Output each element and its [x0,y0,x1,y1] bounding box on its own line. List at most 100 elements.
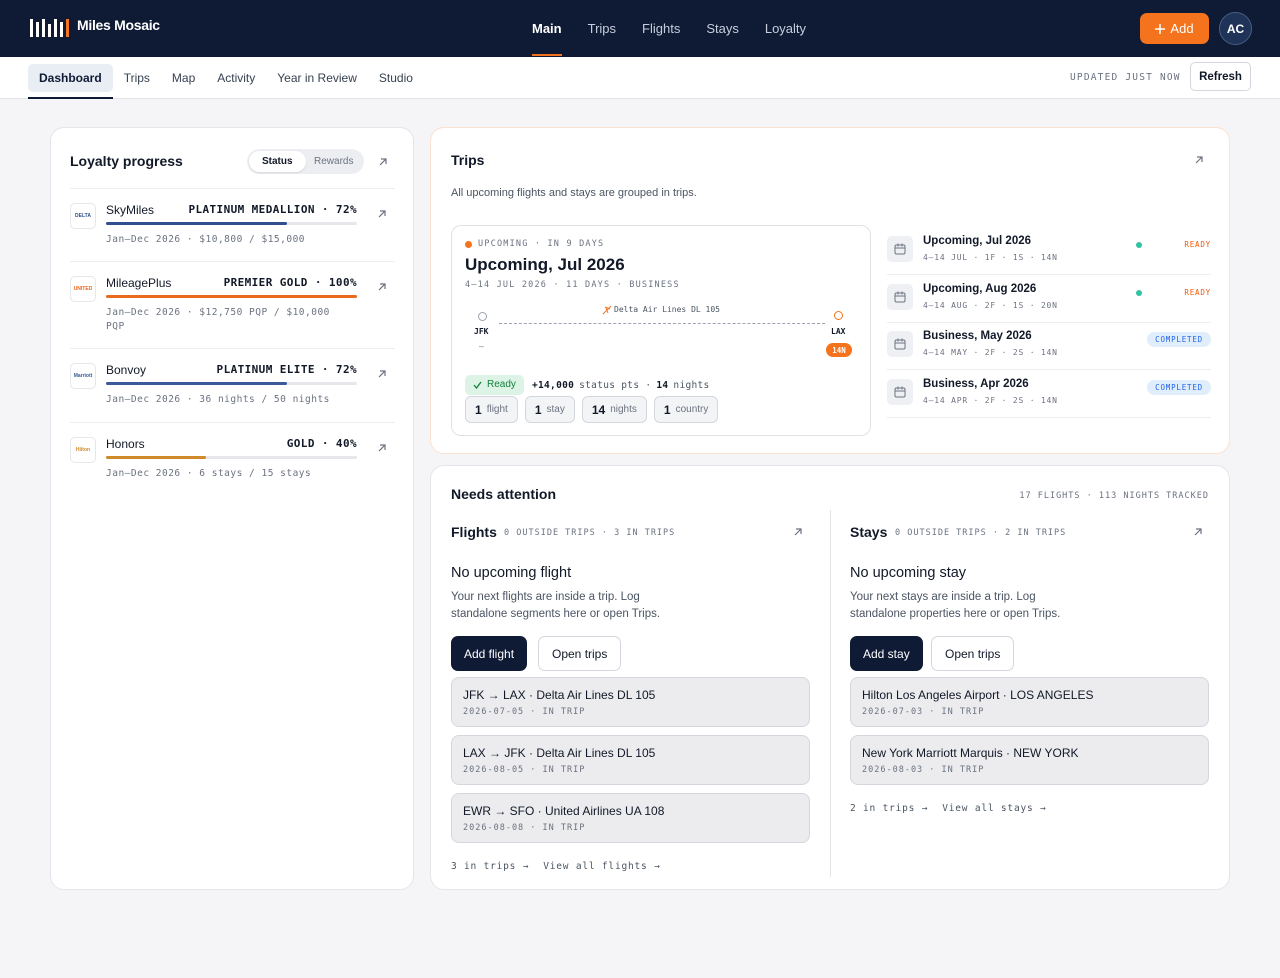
trip-status: UPCOMING · IN 9 DAYS [478,239,605,249]
program-tier: PREMIER GOLD · 100% [223,276,357,289]
program-row[interactable]: Hilton Honors GOLD · 40% Jan–Dec 2026 · 6 s… [70,422,395,495]
flight-name: Delta Air Lines DL 105 [614,305,720,314]
toggle-option[interactable]: Rewards [314,156,354,167]
attention-item[interactable]: EWR → SFO · United Airlines UA 108 2026-0… [451,793,810,843]
trip-row[interactable]: Business, May 2026 4–14 MAY · 2F · 2S · 1… [887,323,1211,370]
program-tier: PLATINUM ELITE · 72% [216,363,357,376]
column-title: Stays [850,524,888,540]
footer-link[interactable]: 3 in trips → [451,861,530,872]
plane-icon [602,305,612,315]
calendar-icon [887,378,913,405]
tab[interactable]: Map [171,71,196,85]
footer-links: 2 in trips → View all stays → [850,803,1047,814]
item-meta: 2026-07-03 · IN TRIP [862,707,985,717]
program-logo: DELTA [70,203,96,229]
chip[interactable]: 1 country [653,396,719,423]
tabs: Dashboard Trips Map Activity Year in Review S… [28,64,424,99]
nav-link[interactable]: Flights [642,21,681,36]
tab[interactable]: Dashboard [28,64,113,99]
origin-node [478,312,487,321]
add-button[interactable]: Add [1140,13,1209,44]
chip-label: country [675,404,709,415]
nav-link[interactable]: Stays [706,21,739,36]
footer-link[interactable]: View all flights → [543,861,661,872]
progress-bar [106,382,287,385]
trip-meta: 4–14 JUL · 1F · 1S · 14N [923,253,1058,262]
nav-link[interactable]: Trips [587,21,617,36]
attention-item[interactable]: Hilton Los Angeles Airport · LOS ANGELES… [850,677,1209,727]
trips-card: Trips All upcoming flights and stays are… [430,127,1230,454]
trip-row[interactable]: Business, Apr 2026 4–14 APR · 2F · 2S · 1… [887,371,1211,418]
featured-trip[interactable]: UPCOMING · IN 9 DAYS Upcoming, Jul 2026 … [451,225,871,436]
trip-row[interactable]: Upcoming, Aug 2026 4–14 AUG · 2F · 1S · 2… [887,276,1211,323]
attention-item[interactable]: JFK → LAX · Delta Air Lines DL 105 2026-0… [451,677,810,727]
program-detail: Jan–Dec 2026 · 6 stays / 15 stays [106,468,312,479]
chip[interactable]: 1 flight [465,396,518,423]
open-icon[interactable] [377,209,387,219]
chip[interactable]: 14 nights [581,396,647,423]
loyalty-card: Loyalty progress Status Rewards DELTA SkyM… [50,127,414,890]
calendar-glyph [894,291,906,302]
program-row[interactable]: Marriott Bonvoy PLATINUM ELITE · 72% Jan–De… [70,348,395,421]
nav-link[interactable]: Loyalty [764,21,807,36]
footer-links: 3 in trips → View all flights → [451,861,661,872]
program-row[interactable]: DELTA SkyMiles PLATINUM MEDALLION · 72% Jan… [70,188,395,261]
stat-value: +14,000 [532,380,575,391]
open-icon[interactable] [1194,155,1204,165]
item-meta: 2026-08-08 · IN TRIP [463,823,586,833]
updated-status: UPDATED JUST NOW [1070,72,1181,83]
open-icon[interactable] [377,443,387,453]
secondary-button[interactable]: Open trips [538,636,622,671]
open-icon[interactable] [378,157,388,167]
program-name: SkyMiles [106,203,155,217]
item-title: LAX → JFK · Delta Air Lines DL 105 [463,746,656,760]
chip[interactable]: 1 stay [524,396,575,423]
open-icon[interactable] [1193,527,1203,537]
trip-meta: 4–14 AUG · 2F · 1S · 20N [923,300,1058,310]
stat-label: status pts · [579,380,652,391]
attention-item[interactable]: New York Marriott Marquis · NEW YORK 2026… [850,735,1209,785]
tab[interactable]: Activity [217,71,256,85]
brand: Miles Mosaic [77,17,160,33]
calendar-icon [887,283,913,310]
program-row[interactable]: UNITED MileagePlus PREMIER GOLD · 100% Jan–… [70,261,395,334]
chip-count: 1 [663,402,671,417]
tab[interactable]: Trips [123,71,150,85]
attention-item[interactable]: LAX → JFK · Delta Air Lines DL 105 2026-0… [451,735,810,785]
footer-link[interactable]: 2 in trips → [850,803,929,814]
toggle-option[interactable]: Status [249,151,306,172]
empty-title: No upcoming flight [451,565,572,581]
trip-chips: 1 flight 1 stay 14 nights 1 country [465,396,719,423]
check-icon [473,381,482,389]
chip-label: nights [610,404,637,415]
program-name: Honors [106,437,145,451]
item-title: EWR → SFO · United Airlines UA 108 [463,804,665,818]
tab[interactable]: Year in Review [277,71,357,85]
nav-link[interactable]: Main [519,0,575,57]
trip-meta: 4–14 APR · 2F · 2S · 14N [923,395,1058,405]
card-title: Trips [451,152,485,168]
open-icon[interactable] [793,527,803,537]
item-meta: 2026-07-05 · IN TRIP [463,707,586,717]
trip-meta: 4–14 JUL 2026 · 11 DAYS · BUSINESS [465,280,680,290]
add-label: Add [1170,21,1194,36]
trip-row[interactable]: Upcoming, Jul 2026 4–14 JUL · 1F · 1S · 1… [887,228,1211,275]
avatar[interactable]: AC [1219,12,1252,45]
item-meta: 2026-08-03 · IN TRIP [862,765,985,775]
ready-label: Ready [487,379,516,390]
open-icon[interactable] [377,369,387,379]
logo [30,19,69,37]
origin-sub: – [479,342,484,351]
trip-meta: 4–14 MAY · 2F · 2S · 14N [923,348,1058,357]
secondary-button[interactable]: Open trips [931,636,1015,671]
toggle: Status Rewards [247,149,364,174]
tab[interactable]: Studio [378,71,413,85]
refresh-button[interactable]: Refresh [1190,62,1251,91]
open-icon[interactable] [377,282,387,292]
footer-link[interactable]: View all stays → [942,803,1047,814]
program-detail: Jan–Dec 2026 · $10,800 / $15,000 [106,234,306,245]
program-tier: PLATINUM MEDALLION · 72% [188,203,357,216]
ready-badge: Ready [465,375,524,395]
primary-button[interactable]: Add stay [850,636,923,671]
primary-button[interactable]: Add flight [451,636,528,671]
